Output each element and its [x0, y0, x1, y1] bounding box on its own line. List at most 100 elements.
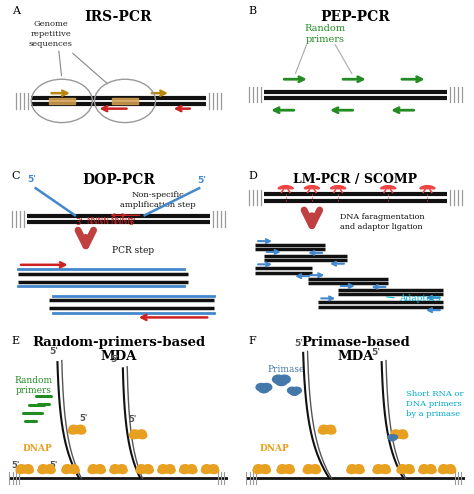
Text: NNNN: NNNN [110, 217, 133, 226]
Text: 5': 5' [372, 348, 381, 358]
Circle shape [381, 467, 391, 474]
Circle shape [278, 375, 290, 383]
Text: Genome
repetitive
sequences: Genome repetitive sequences [29, 20, 73, 48]
Circle shape [254, 465, 263, 471]
Circle shape [137, 430, 146, 436]
Text: Random-primers-based
MDA: Random-primers-based MDA [32, 336, 205, 363]
Text: B: B [249, 6, 257, 16]
Circle shape [377, 466, 386, 473]
Circle shape [144, 465, 153, 471]
Circle shape [77, 428, 86, 434]
Circle shape [206, 466, 215, 473]
Text: 5': 5' [27, 174, 36, 184]
Circle shape [62, 467, 71, 474]
Circle shape [326, 425, 335, 432]
Circle shape [261, 467, 271, 474]
Circle shape [210, 467, 219, 474]
Circle shape [404, 465, 413, 471]
Circle shape [69, 465, 78, 471]
Circle shape [201, 467, 210, 474]
Circle shape [117, 465, 127, 471]
Text: 5': 5' [12, 461, 20, 470]
Circle shape [118, 467, 127, 474]
Circle shape [397, 467, 406, 474]
Circle shape [426, 465, 435, 471]
Circle shape [69, 425, 78, 432]
Circle shape [17, 465, 26, 471]
Circle shape [427, 187, 428, 189]
Circle shape [443, 466, 452, 473]
Text: C: C [12, 171, 20, 181]
Circle shape [256, 383, 266, 391]
Text: 5': 5' [80, 413, 88, 422]
Circle shape [144, 467, 154, 474]
Circle shape [275, 377, 287, 386]
Text: 3': 3' [128, 217, 136, 227]
Circle shape [92, 466, 101, 473]
Text: 5': 5' [294, 339, 303, 348]
Circle shape [68, 428, 77, 434]
Circle shape [304, 465, 313, 471]
Circle shape [70, 467, 79, 474]
Circle shape [303, 467, 312, 474]
Text: 3': 3' [75, 217, 82, 227]
Circle shape [423, 466, 432, 473]
Circle shape [394, 432, 404, 438]
Circle shape [405, 467, 414, 474]
Text: 5': 5' [111, 355, 120, 364]
Circle shape [24, 467, 34, 474]
Ellipse shape [285, 186, 293, 189]
Circle shape [137, 465, 146, 471]
Text: 5': 5' [50, 347, 59, 356]
Text: IRS-PCR: IRS-PCR [85, 9, 152, 24]
Circle shape [347, 467, 356, 474]
Circle shape [354, 465, 364, 471]
Circle shape [96, 467, 105, 474]
Circle shape [158, 467, 167, 474]
Circle shape [427, 467, 436, 474]
Circle shape [257, 466, 266, 473]
Circle shape [88, 467, 97, 474]
Circle shape [39, 465, 48, 471]
Circle shape [138, 432, 147, 439]
Circle shape [388, 435, 394, 440]
Circle shape [165, 465, 174, 471]
Circle shape [110, 467, 119, 474]
Ellipse shape [304, 186, 312, 189]
Circle shape [290, 389, 299, 395]
Circle shape [46, 465, 55, 471]
Circle shape [391, 432, 400, 439]
Ellipse shape [338, 186, 346, 189]
Text: Non-specific
amplification step: Non-specific amplification step [120, 191, 196, 209]
Text: 5': 5' [197, 176, 206, 185]
Text: DNAP: DNAP [23, 444, 53, 453]
Circle shape [76, 425, 85, 432]
Text: Short RNA or
DNA primers
by a primase: Short RNA or DNA primers by a primase [406, 390, 463, 418]
Circle shape [387, 187, 389, 189]
Circle shape [284, 465, 293, 471]
Circle shape [307, 466, 317, 473]
Circle shape [188, 467, 197, 474]
Circle shape [261, 465, 270, 471]
Circle shape [288, 387, 297, 394]
Circle shape [310, 465, 320, 471]
Ellipse shape [330, 186, 338, 189]
Text: DNA faragmentation
and adaptor ligation: DNA faragmentation and adaptor ligation [340, 213, 425, 231]
Circle shape [399, 432, 408, 439]
Circle shape [347, 465, 357, 471]
Circle shape [381, 465, 390, 471]
Circle shape [181, 465, 190, 471]
Circle shape [401, 466, 410, 473]
Circle shape [278, 465, 287, 471]
Circle shape [277, 467, 286, 474]
Circle shape [391, 435, 398, 440]
Circle shape [66, 466, 75, 473]
Text: NNNN: NNNN [86, 217, 109, 226]
Circle shape [273, 375, 284, 383]
Text: DOP-PCR: DOP-PCR [82, 173, 155, 187]
Ellipse shape [278, 186, 286, 189]
Circle shape [311, 467, 320, 474]
Circle shape [253, 467, 262, 474]
Circle shape [184, 466, 193, 473]
Ellipse shape [381, 186, 389, 189]
